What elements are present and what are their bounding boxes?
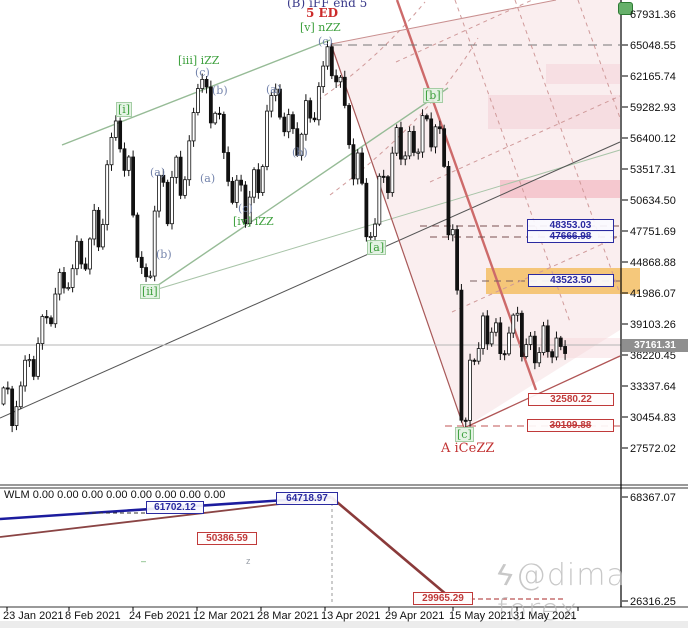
pitchfork-zones — [331, 0, 640, 428]
candlesticks — [1, 41, 567, 433]
overlay-lines — [0, 0, 688, 608]
